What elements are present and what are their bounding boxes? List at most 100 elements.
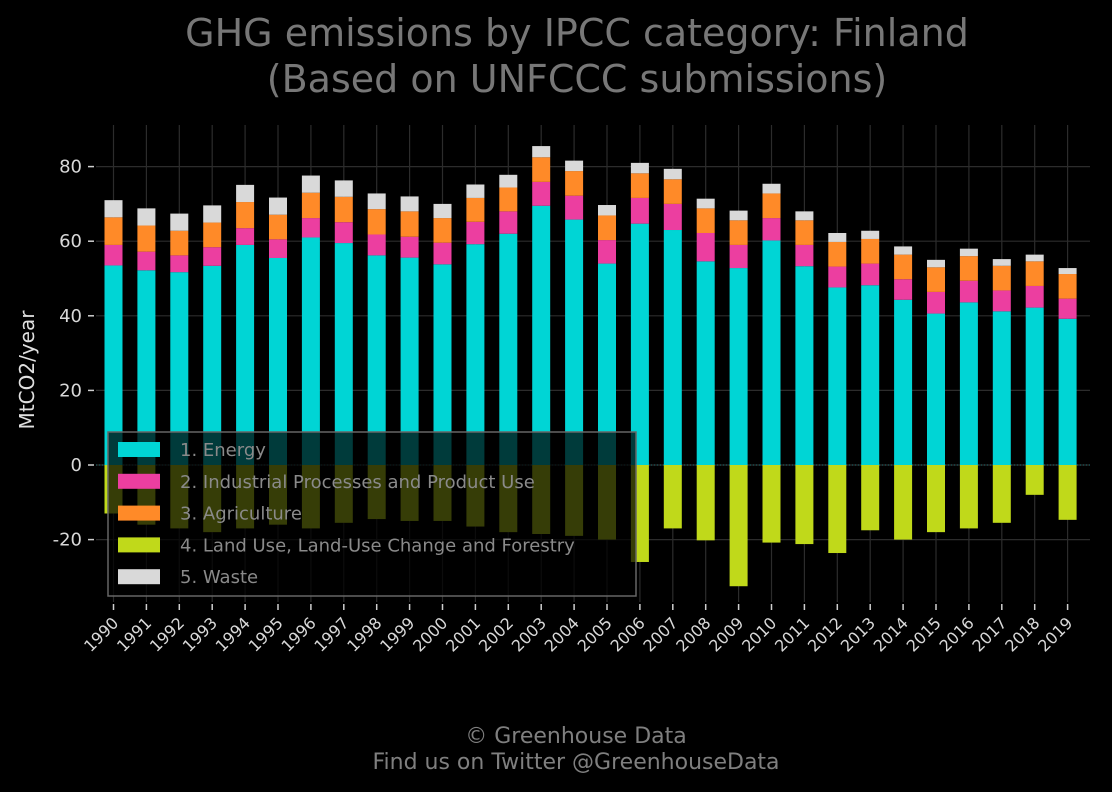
x-tick-label: 2005 — [574, 613, 616, 655]
bar-segment — [1058, 298, 1077, 319]
bar-segment — [236, 202, 255, 229]
x-tick-label: 1995 — [245, 613, 287, 655]
bar-segment — [696, 261, 715, 465]
bar-segment — [663, 203, 682, 231]
bar-segment-negative — [959, 465, 978, 529]
bar-segment — [663, 230, 682, 465]
bar-segment-negative — [861, 465, 880, 531]
bar-segment — [927, 259, 945, 268]
bar-segment-negative — [795, 465, 814, 545]
bar-segment — [203, 247, 222, 266]
bar-segment — [762, 193, 781, 219]
bar-segment — [367, 209, 386, 235]
x-tick-label: 2013 — [837, 613, 879, 655]
bar-segment — [137, 270, 156, 465]
y-axis-title: MtCO2/year — [15, 310, 39, 430]
bar-segment — [663, 179, 682, 204]
bar-segment — [104, 244, 123, 266]
bar-segment — [729, 220, 748, 245]
bar-segment-negative — [992, 465, 1011, 523]
x-tick-label: 1991 — [113, 613, 155, 655]
bar-segment — [269, 239, 287, 258]
x-tick-label: 2007 — [639, 613, 681, 655]
bar-segment — [1025, 254, 1044, 262]
bar-segment — [795, 266, 814, 465]
bar-segment — [532, 205, 551, 465]
bar-segment — [499, 233, 518, 465]
x-tick-label: 1992 — [146, 613, 188, 655]
bar-segment — [170, 255, 189, 273]
bar-segment-negative — [1058, 465, 1077, 520]
legend-box — [107, 431, 637, 597]
x-tick-label: 2011 — [771, 613, 813, 655]
x-tick-label: 2010 — [738, 613, 780, 655]
legend-label: 3. Agriculture — [180, 504, 302, 525]
bar-segment — [630, 173, 649, 198]
bar-segment — [334, 222, 353, 244]
bar-segment — [400, 257, 419, 465]
x-tick-label: 1999 — [376, 613, 418, 655]
bar-segment — [894, 279, 913, 300]
bar-segment — [598, 205, 616, 216]
legend-label: 5. Waste — [180, 567, 258, 588]
chart-title-main: GHG emissions by IPCC category: Finland — [185, 11, 969, 55]
bar-segment — [203, 222, 222, 248]
bar-segment — [301, 192, 320, 219]
x-tick-label: 2009 — [705, 613, 747, 655]
bar-segment — [203, 265, 222, 465]
bar-segment — [532, 146, 551, 158]
bar-segment — [894, 254, 913, 280]
bar-segment — [499, 174, 518, 188]
x-tick-label: 1997 — [310, 613, 352, 655]
x-tick-label: 2014 — [870, 613, 912, 655]
twitter-credit: Find us on Twitter @GreenhouseData — [372, 750, 780, 775]
bar-segment — [334, 196, 353, 223]
bar-segment — [400, 236, 419, 258]
chart-title: GHG emissions by IPCC category: Finland … — [0, 10, 1112, 102]
bar-segment-negative — [1025, 465, 1044, 495]
bar-segment — [959, 280, 978, 303]
bar-segment-negative — [663, 465, 682, 529]
legend-label: 1. Energy — [180, 440, 266, 461]
bar-segment-negative — [696, 465, 715, 541]
bar-segment — [400, 211, 419, 237]
bar-segment — [959, 248, 978, 257]
bar-segment — [301, 218, 320, 238]
x-tick-label: 2001 — [442, 613, 484, 655]
bar-segment — [104, 200, 123, 218]
x-tick-label: 2004 — [541, 613, 583, 655]
bar-segment — [861, 285, 880, 465]
x-tick-label: 2019 — [1034, 613, 1076, 655]
bar-segment — [269, 257, 287, 465]
bar-segment — [828, 241, 847, 267]
credits: © Greenhouse Data Find us on Twitter @Gr… — [0, 724, 1112, 776]
bar-segment — [433, 218, 452, 243]
bar-segment — [861, 230, 880, 239]
bar-segment — [565, 160, 584, 172]
bar-segment — [894, 246, 913, 255]
x-tick-label: 2003 — [508, 613, 550, 655]
bar-segment — [367, 193, 386, 210]
bar-segment — [269, 197, 287, 215]
bar-segment — [959, 302, 978, 465]
bar-segment — [1058, 318, 1077, 465]
bar-segment — [104, 217, 123, 245]
bar-segment — [203, 205, 222, 223]
bar-segment-negative — [762, 465, 781, 543]
bar-segment — [170, 230, 189, 256]
x-tick-label: 2008 — [672, 613, 714, 655]
bar-segment-negative — [894, 465, 913, 540]
bar-segment — [433, 242, 452, 265]
bar-segment — [565, 171, 584, 196]
x-tick-label: 2012 — [804, 613, 846, 655]
bar-segment — [729, 268, 748, 465]
x-tick-label: 2016 — [936, 613, 978, 655]
y-tick-label: -20 — [53, 530, 82, 551]
bar-segment — [1058, 274, 1077, 299]
legend-swatch — [118, 537, 160, 553]
bar-segment-negative — [828, 465, 847, 554]
bar-segment — [795, 220, 814, 245]
bar-segment — [992, 259, 1011, 266]
bar-segment — [795, 211, 814, 221]
